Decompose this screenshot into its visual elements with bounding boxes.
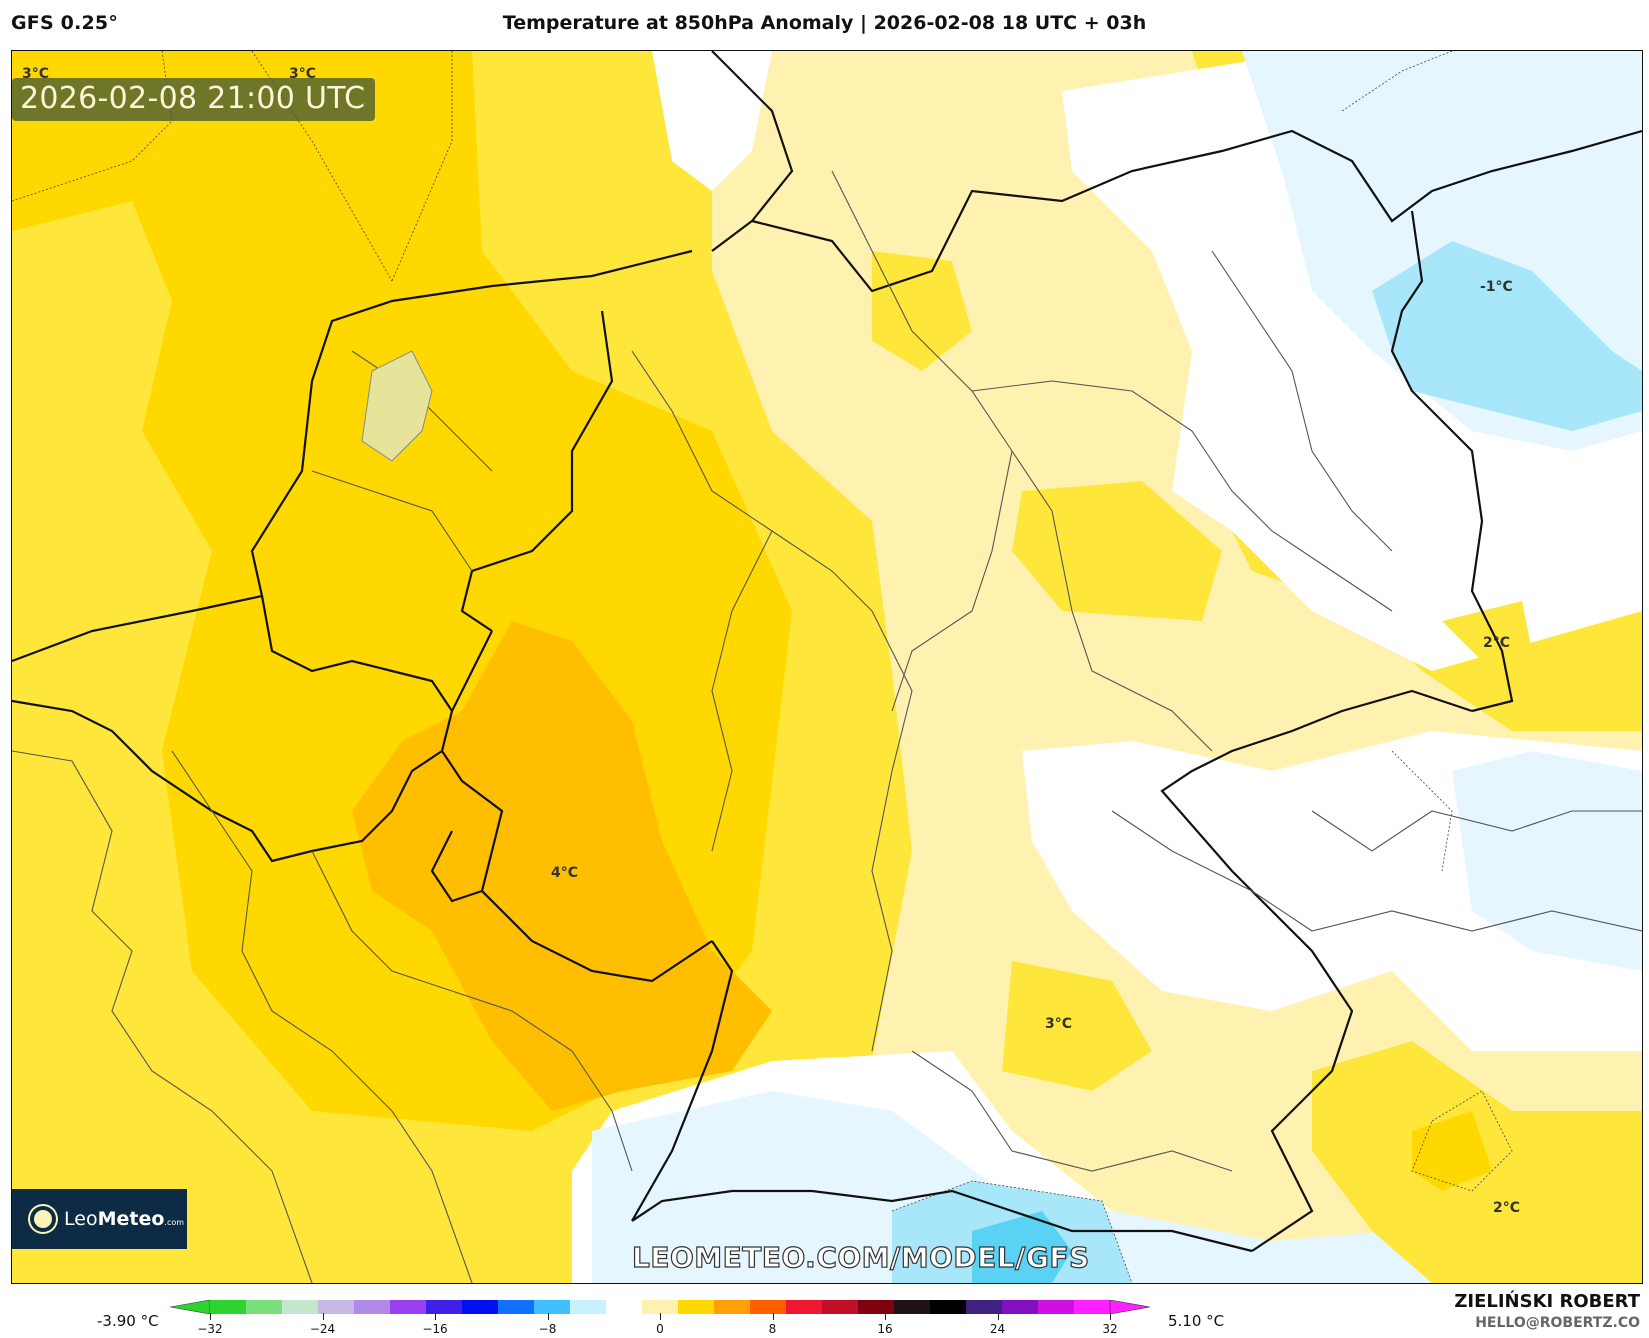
colorbar-tick-label: −8 — [538, 1322, 557, 1336]
contour-label: 2°C — [1493, 1200, 1521, 1216]
colorbar-tick-label: 16 — [877, 1322, 893, 1336]
colorbar-tick-mark — [1110, 1313, 1111, 1320]
colorbar-tick-mark — [997, 1313, 999, 1320]
colorbar-max-label: 5.10 °C — [1168, 1312, 1225, 1330]
map-fill-layer — [12, 51, 1642, 1283]
colorbar-tick-label: −16 — [422, 1322, 448, 1336]
contour-label: 3°C — [1045, 1016, 1073, 1032]
contour-label: 2°C — [1483, 635, 1511, 651]
colorbar-tick-mark — [322, 1313, 324, 1320]
leometeo-logo: LeoMeteo.com — [12, 1189, 187, 1249]
contour-label: 3°C — [289, 66, 317, 82]
colorbar — [170, 1300, 1150, 1314]
anomaly-map: 2026-02-08 21:00 UTC 3°C 3°C -1°C 4°C 2°… — [11, 50, 1643, 1284]
author-email: HELLO@ROBERTZ.CO — [1475, 1315, 1640, 1331]
colorbar-tick-mark — [435, 1313, 436, 1320]
contour-label: -1°C — [1480, 279, 1513, 295]
colorbar-tick-label: 24 — [989, 1322, 1006, 1336]
contour-label: 4°C — [551, 865, 579, 881]
valid-time-badge: 2026-02-08 21:00 UTC — [12, 78, 376, 121]
colorbar-tick-mark — [772, 1313, 774, 1320]
colorbar-tick-label: 32 — [1102, 1322, 1118, 1336]
model-label: GFS 0.25° — [11, 12, 119, 34]
colorbar-tick-label: −24 — [309, 1322, 336, 1336]
chart-title: Temperature at 850hPa Anomaly | 2026-02-… — [502, 12, 1147, 34]
watermark: LEOMETEO.COM/MODEL/GFS — [631, 1240, 1090, 1274]
author-name: ZIELIŃSKI ROBERT — [1454, 1291, 1640, 1312]
contour-label: 3°C — [22, 66, 50, 82]
sun-icon — [34, 1210, 52, 1228]
colorbar-tick-label: −32 — [197, 1322, 223, 1336]
colorbar-min-label: -3.90 °C — [97, 1312, 159, 1330]
colorbar-tick-label: 0 — [656, 1322, 664, 1336]
colorbar-tick-mark — [660, 1313, 661, 1320]
colorbar-tick-label: 8 — [768, 1322, 777, 1336]
logo-text: LeoMeteo.com — [64, 1208, 185, 1230]
colorbar-tick-mark — [547, 1313, 549, 1320]
colorbar-tick-mark — [210, 1313, 211, 1320]
colorbar-tick-mark — [885, 1313, 886, 1320]
